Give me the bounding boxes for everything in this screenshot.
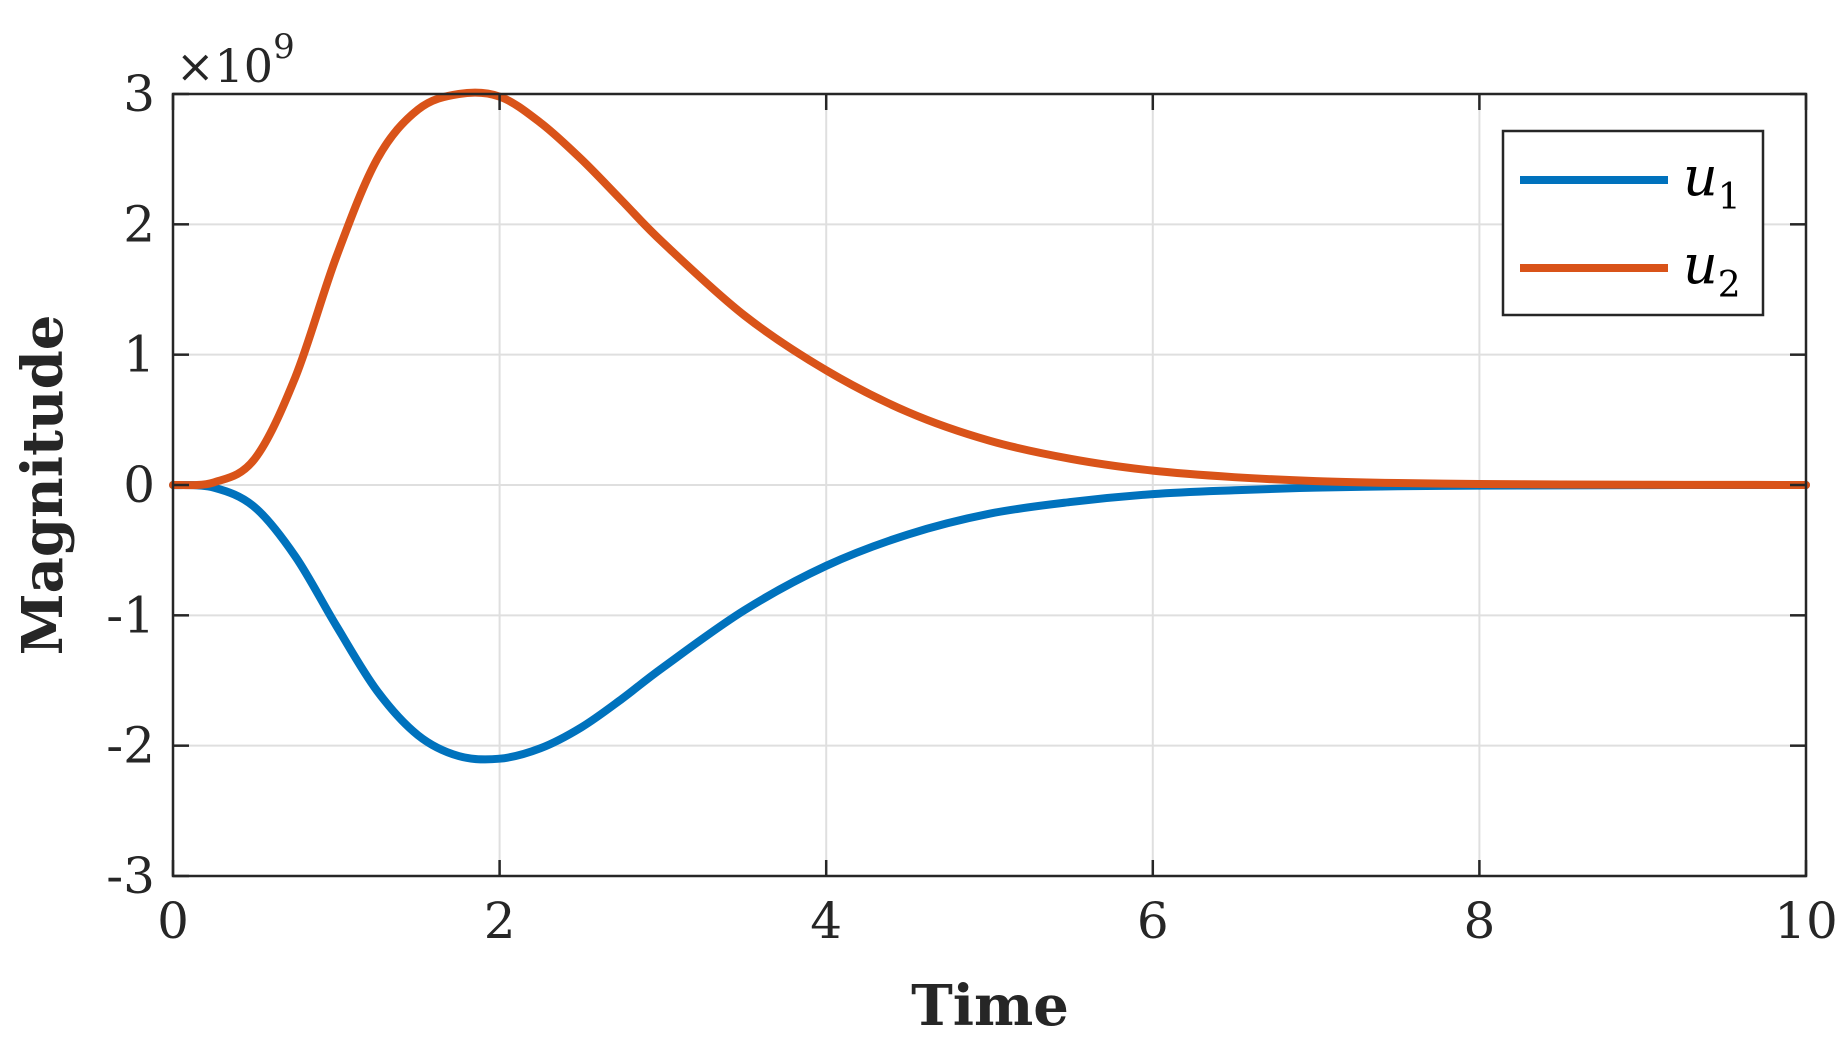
x-tick-label: 2 bbox=[484, 892, 516, 950]
y-tick-label: 2 bbox=[123, 195, 155, 253]
y-multiplier-exponent: 9 bbox=[273, 27, 295, 67]
x-tick-label: 0 bbox=[157, 892, 189, 950]
y-tick-label: 0 bbox=[123, 456, 155, 514]
y-tick-label: 3 bbox=[123, 65, 155, 123]
y-tick-label: -3 bbox=[106, 847, 155, 905]
y-tick-label: -1 bbox=[106, 586, 155, 644]
x-tick-label: 10 bbox=[1774, 892, 1838, 950]
y-multiplier-label: ×109 bbox=[176, 27, 295, 93]
series-line-u2 bbox=[169, 88, 1810, 490]
ticks bbox=[171, 92, 1808, 878]
x-tick-labels: 0 2 4 6 8 10 bbox=[157, 892, 1838, 950]
y-tick-label: 1 bbox=[123, 326, 155, 384]
x-axis-title: Time bbox=[911, 973, 1069, 1039]
x-tick-label: 8 bbox=[1463, 892, 1495, 950]
series-layer bbox=[169, 88, 1810, 764]
legend-label-u1-subscript: 1 bbox=[1718, 177, 1741, 218]
x-tick-label: 4 bbox=[810, 892, 842, 950]
legend-label-u1: u1 bbox=[1683, 145, 1741, 218]
legend-label-u2: u2 bbox=[1683, 233, 1741, 306]
y-tick-labels: -3 -2 -1 0 1 2 3 bbox=[106, 65, 155, 905]
y-axis-title: Magnitude bbox=[10, 315, 76, 656]
legend-label-u2-subscript: 2 bbox=[1718, 265, 1741, 306]
legend: u1 u2 bbox=[1501, 129, 1765, 317]
y-multiplier-base: ×10 bbox=[176, 39, 273, 93]
legend-box bbox=[1501, 129, 1765, 317]
x-tick-label: 6 bbox=[1137, 892, 1169, 950]
y-tick-label: -2 bbox=[106, 717, 155, 775]
legend-label-u1-name: u bbox=[1683, 145, 1718, 208]
legend-label-u2-name: u bbox=[1683, 233, 1718, 296]
